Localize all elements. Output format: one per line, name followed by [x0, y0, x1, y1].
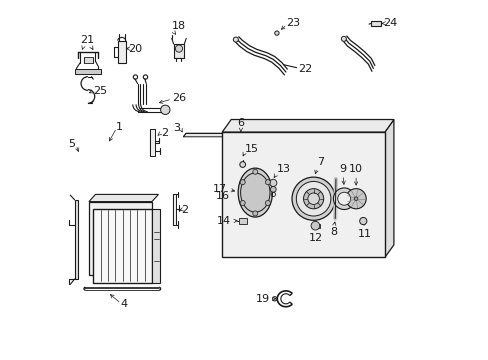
Text: 6: 6 — [237, 118, 244, 128]
Text: 13: 13 — [276, 163, 290, 174]
Circle shape — [265, 201, 270, 206]
Circle shape — [240, 180, 244, 185]
Bar — [311, 224, 319, 228]
Ellipse shape — [238, 168, 272, 217]
Bar — [118, 41, 125, 63]
Circle shape — [307, 193, 319, 204]
Text: 21: 21 — [80, 35, 94, 45]
Text: 19: 19 — [256, 294, 270, 304]
Bar — [239, 218, 246, 224]
Circle shape — [272, 297, 276, 301]
Polygon shape — [183, 133, 229, 137]
Circle shape — [265, 180, 270, 185]
Circle shape — [359, 217, 366, 225]
Polygon shape — [384, 120, 393, 257]
Text: 26: 26 — [172, 93, 186, 103]
Text: 16: 16 — [216, 191, 230, 201]
Text: 20: 20 — [128, 44, 142, 54]
Text: 18: 18 — [171, 21, 185, 31]
Circle shape — [252, 211, 257, 216]
Text: 25: 25 — [93, 86, 107, 96]
Bar — [172, 194, 176, 225]
Text: 1: 1 — [116, 122, 122, 132]
Bar — [222, 132, 384, 257]
Text: 24: 24 — [383, 18, 397, 28]
Text: 9: 9 — [338, 164, 346, 174]
Text: 7: 7 — [317, 157, 324, 167]
Circle shape — [160, 105, 170, 114]
Circle shape — [310, 221, 319, 230]
Circle shape — [175, 45, 182, 52]
Circle shape — [337, 192, 350, 205]
Circle shape — [252, 169, 257, 174]
Bar — [152, 209, 160, 283]
Bar — [89, 202, 152, 275]
Circle shape — [341, 36, 346, 41]
Text: 4: 4 — [120, 299, 127, 309]
Polygon shape — [222, 120, 393, 132]
Circle shape — [240, 201, 244, 206]
Text: 11: 11 — [357, 229, 371, 239]
Bar — [370, 21, 381, 26]
Bar — [75, 69, 101, 74]
Text: 22: 22 — [297, 64, 311, 74]
Bar — [150, 129, 155, 156]
Bar — [83, 57, 92, 63]
Circle shape — [333, 188, 354, 210]
Text: 17: 17 — [213, 184, 227, 194]
Text: 23: 23 — [285, 18, 300, 28]
Text: 12: 12 — [308, 233, 322, 243]
Text: 3: 3 — [172, 123, 179, 133]
Bar — [93, 209, 152, 283]
Circle shape — [269, 179, 276, 186]
Circle shape — [346, 189, 366, 209]
Circle shape — [270, 186, 276, 192]
Text: 2: 2 — [181, 205, 188, 215]
Circle shape — [274, 31, 279, 35]
Text: 14: 14 — [216, 216, 230, 226]
Circle shape — [354, 197, 357, 201]
Circle shape — [303, 189, 323, 209]
Circle shape — [296, 181, 330, 216]
Circle shape — [291, 177, 335, 220]
Text: 5: 5 — [68, 139, 75, 149]
Text: 15: 15 — [244, 144, 258, 154]
Text: 8: 8 — [329, 227, 336, 237]
Circle shape — [233, 37, 238, 42]
Polygon shape — [89, 194, 158, 202]
Ellipse shape — [240, 173, 269, 212]
Text: 2: 2 — [161, 128, 168, 138]
Bar — [173, 44, 184, 58]
Text: 10: 10 — [348, 164, 363, 174]
Polygon shape — [75, 200, 78, 279]
Circle shape — [239, 162, 245, 167]
